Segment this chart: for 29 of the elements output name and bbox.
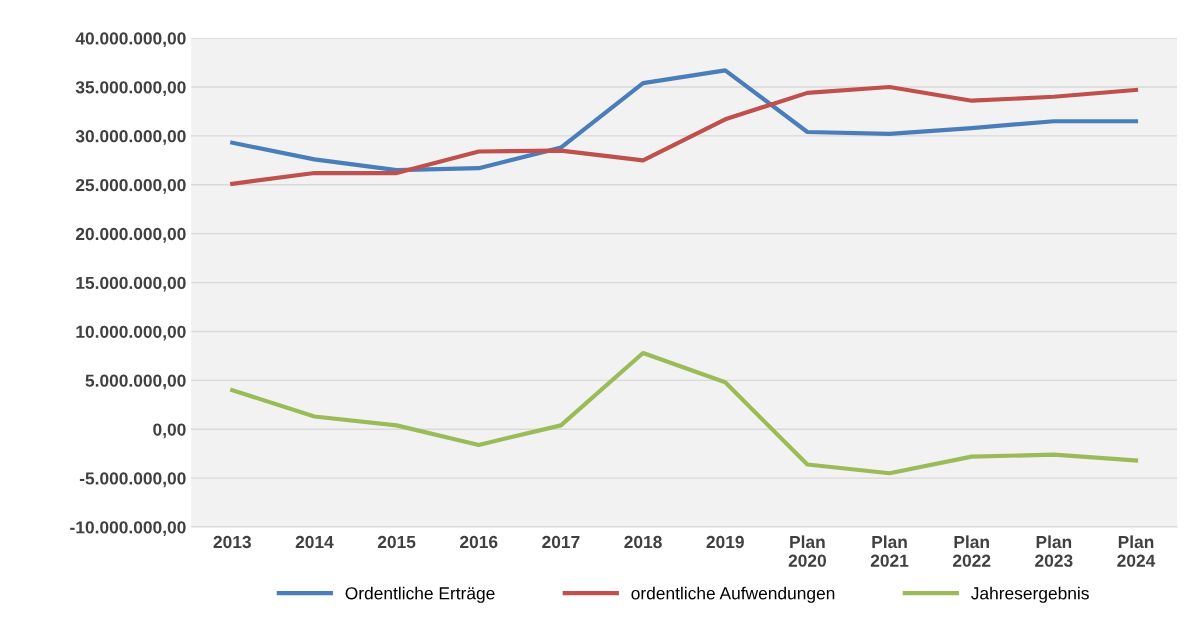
y-tick-label: 15.000.000,00 — [76, 276, 186, 292]
y-tick-label: 20.000.000,00 — [75, 227, 186, 243]
x-tick-label: Plan 2021 — [870, 535, 909, 567]
legend-label: ordentliche Aufwendungen — [631, 586, 835, 603]
y-tick-label: 30.000.000,00 — [75, 130, 186, 145]
x-tick-label: Plan 2024 — [1117, 535, 1156, 567]
y-tick-label: 25.000.000,00 — [75, 178, 186, 194]
x-tick-label: Plan 2020 — [788, 535, 826, 567]
legend-label: Jahresergebnis — [971, 586, 1089, 603]
y-tick-label: 35.000.000,00 — [75, 81, 186, 96]
x-tick-label: 2014 — [295, 535, 334, 549]
y-tick-label: 0,00 — [153, 423, 186, 439]
line-series — [230, 68, 1139, 173]
y-tick-label: -5.000.000,00 — [79, 472, 186, 488]
x-tick-label: Plan 2023 — [1035, 535, 1073, 567]
line-series — [230, 350, 1139, 476]
x-tick-label: 2013 — [213, 535, 251, 549]
legend-label: Ordentliche Erträge — [345, 586, 495, 603]
line-series — [230, 84, 1139, 186]
x-tick-label: 2018 — [624, 535, 662, 549]
x-tick-label: 2015 — [377, 535, 416, 549]
x-tick-label: 2016 — [460, 535, 498, 549]
y-tick-label: 10.000.000,00 — [76, 325, 186, 341]
y-tick-label: -10.000.000,00 — [70, 521, 186, 537]
y-tick-label: 5.000.000,00 — [85, 374, 186, 390]
y-tick-label: 40.000.000,00 — [75, 32, 186, 48]
x-tick-label: 2017 — [542, 535, 580, 549]
x-tick-label: Plan 2022 — [952, 535, 991, 567]
x-tick-label: 2019 — [706, 535, 744, 549]
